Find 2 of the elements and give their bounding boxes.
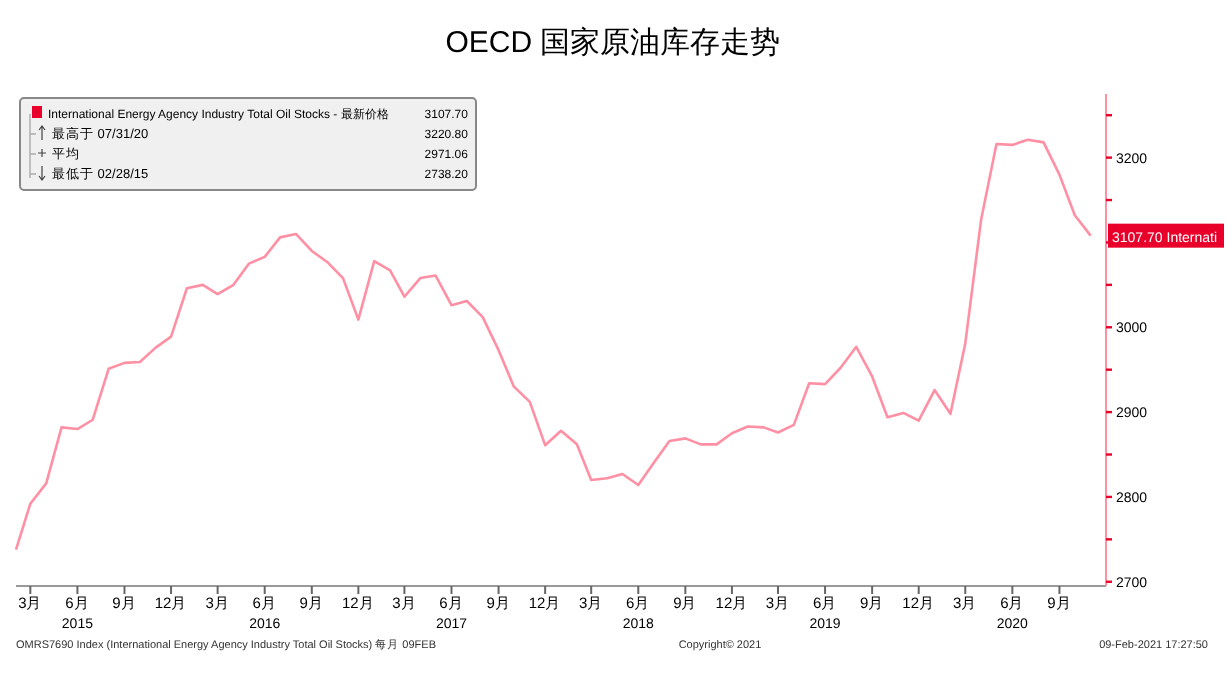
chart-title: OECD 国家原油库存走势: [445, 26, 781, 60]
line-series: [14, 138, 1092, 551]
